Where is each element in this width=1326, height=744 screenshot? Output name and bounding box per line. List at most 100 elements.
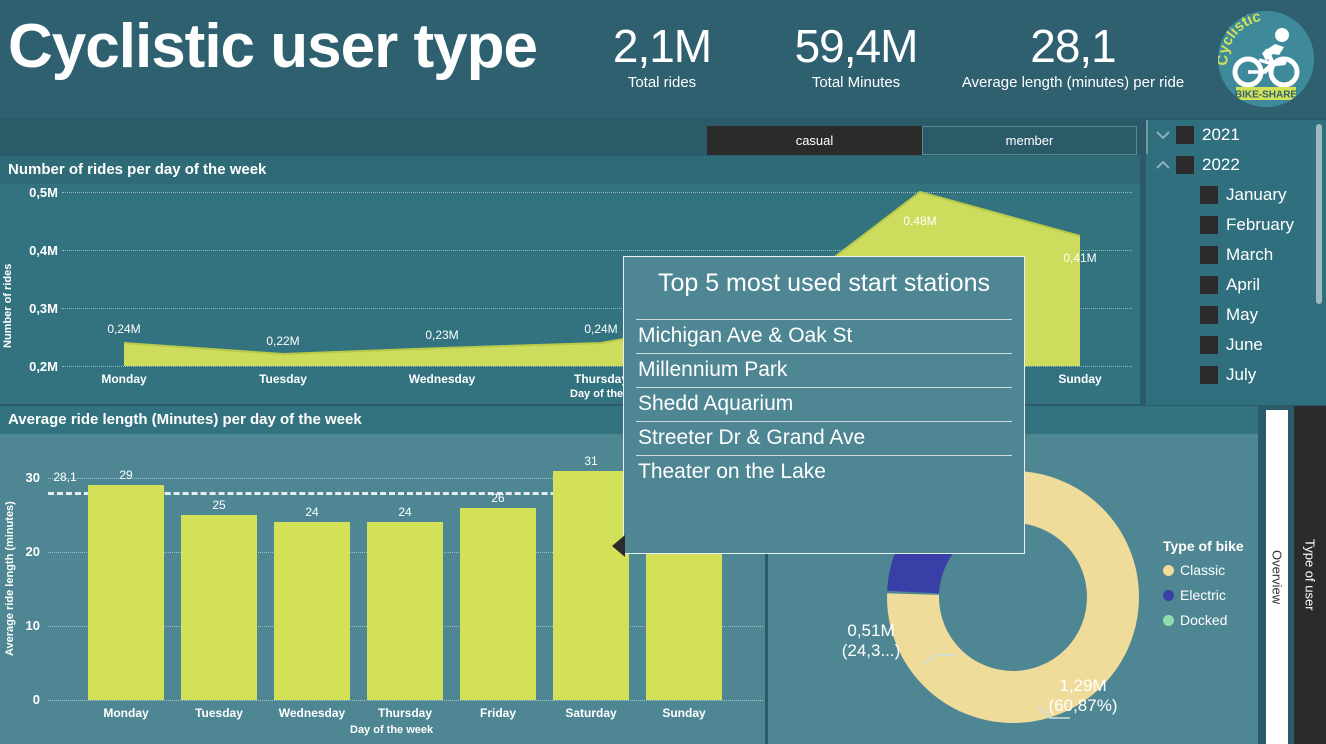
kpi-total-minutes: 59,4M Total Minutes: [760, 20, 952, 92]
donut-label-electric-value: 0,51M: [847, 621, 895, 640]
tab-type-of-user-label: Type of user: [1302, 539, 1318, 611]
filter-row-2022[interactable]: 2022: [1146, 150, 1326, 180]
date-filter-panel[interactable]: 2021 2022 January February March April: [1146, 120, 1326, 405]
filter-row-2021[interactable]: 2021: [1146, 120, 1326, 150]
kpi-average-length-label: Average length (minutes) per ride: [961, 74, 1185, 92]
gridline: [48, 700, 763, 701]
filter-checkbox-may[interactable]: [1200, 306, 1218, 324]
list-item: Shedd Aquarium: [636, 386, 1012, 421]
avg-reference-line-label: 28,1: [53, 470, 77, 484]
filter-row-february[interactable]: February: [1146, 210, 1326, 240]
filter-checkbox-july[interactable]: [1200, 366, 1218, 384]
bar-label-wednesday: 24: [305, 505, 319, 519]
filter-checkbox-june[interactable]: [1200, 336, 1218, 354]
rides-x-label-tuesday: Tuesday: [259, 372, 307, 386]
legend-item-classic[interactable]: Classic: [1163, 562, 1244, 578]
bar-label-tuesday: 25: [212, 498, 226, 512]
donut-label-electric: 0,51M (24,3...): [816, 621, 926, 661]
avg-reference-line: [48, 492, 763, 495]
rides-data-label-thursday: 0,24M: [584, 322, 618, 336]
bar-thursday[interactable]: [367, 522, 443, 700]
bar-label-monday: 29: [119, 468, 133, 482]
rides-chart-header-band: [0, 156, 1140, 184]
user-type-toggle[interactable]: casual member: [707, 126, 1137, 155]
legend-item-electric[interactable]: Electric: [1163, 587, 1244, 603]
page-title: Cyclistic user type: [8, 12, 538, 81]
bar-friday[interactable]: [460, 508, 536, 700]
list-item: Millennium Park: [636, 352, 1012, 387]
cyclistic-logo: Cyclistic BIKE-SHARE: [1218, 11, 1314, 107]
filter-checkbox-april[interactable]: [1200, 276, 1218, 294]
rides-data-label-monday: 0,24M: [107, 322, 141, 336]
filter-label-march: March: [1226, 245, 1274, 264]
bike-type-legend: Type of bike Classic Electric Docked: [1163, 538, 1244, 637]
kpi-total-minutes-value: 59,4M: [794, 20, 919, 72]
dashboard-header: Cyclistic user type 2,1M Total rides 59,…: [0, 0, 1326, 118]
avg-y-tick-20: 20: [25, 544, 40, 559]
bar-saturday[interactable]: [553, 471, 629, 700]
bar-label-thursday: 24: [398, 505, 412, 519]
bar-label-friday: 26: [491, 491, 505, 505]
kpi-total-rides: 2,1M Total rides: [566, 20, 758, 92]
toggle-option-casual[interactable]: casual: [707, 126, 922, 155]
avg-x-label-tuesday: Tuesday: [195, 706, 243, 720]
toggle-option-member[interactable]: member: [922, 126, 1137, 155]
filter-row-march[interactable]: March: [1146, 240, 1326, 270]
rides-x-label-thursday: Thursday: [573, 372, 628, 386]
legend-label-docked: Docked: [1180, 612, 1228, 628]
filter-scrollbar[interactable]: [1316, 124, 1322, 304]
donut-label-electric-percent: (24,3...): [841, 641, 901, 660]
avg-x-label-wednesday: Wednesday: [278, 706, 346, 720]
tab-type-of-user[interactable]: Type of user: [1294, 406, 1326, 744]
gridline: [62, 308, 1132, 309]
rides-y-tick-3: 0,2M: [29, 359, 58, 374]
donut-label-classic-percent: (60,87%): [1048, 696, 1118, 715]
avg-ride-length-chart-panel: Average ride length (Minutes) per day of…: [0, 406, 765, 744]
donut-leader-classic: [1037, 706, 1070, 719]
filter-checkbox-february[interactable]: [1200, 216, 1218, 234]
filter-label-2022: 2022: [1202, 155, 1240, 174]
avg-chart-x-axis-title: Day of the week: [350, 724, 434, 736]
kpi-total-rides-label: Total rides: [627, 74, 697, 92]
filter-row-april[interactable]: April: [1146, 270, 1326, 300]
chevron-down-icon[interactable]: [1152, 124, 1174, 146]
gridline: [62, 192, 1132, 193]
filter-checkbox-2022[interactable]: [1176, 156, 1194, 174]
list-item: Streeter Dr & Grand Ave: [636, 420, 1012, 455]
filter-checkbox-march[interactable]: [1200, 246, 1218, 264]
rides-data-label-sunday: 0,41M: [1063, 251, 1097, 265]
filter-label-june: June: [1226, 335, 1263, 354]
avg-chart-title: Average ride length (Minutes) per day of…: [8, 411, 362, 428]
filter-label-may: May: [1226, 305, 1259, 324]
filter-checkbox-2021[interactable]: [1176, 126, 1194, 144]
filter-row-january[interactable]: January: [1146, 180, 1326, 210]
bar-tuesday[interactable]: [181, 515, 257, 700]
filter-row-may[interactable]: May: [1146, 300, 1326, 330]
gridline: [62, 250, 1132, 251]
legend-swatch-classic: [1163, 564, 1174, 576]
kpi-total-minutes-label: Total Minutes: [811, 74, 901, 92]
filter-row-june[interactable]: June: [1146, 330, 1326, 360]
bar-monday[interactable]: [88, 485, 164, 700]
chevron-up-icon[interactable]: [1152, 154, 1174, 176]
filter-checkbox-january[interactable]: [1200, 186, 1218, 204]
gridline: [48, 478, 763, 479]
legend-label-classic: Classic: [1180, 562, 1226, 578]
donut-label-classic-value: 1,29M: [1059, 676, 1107, 695]
legend-item-docked[interactable]: Docked: [1163, 612, 1244, 628]
rides-data-label-saturday: 0,48M: [903, 214, 937, 228]
donut-label-classic: 1,29M (60,87%): [1023, 676, 1143, 716]
avg-x-label-friday: Friday: [479, 706, 516, 720]
tab-overview[interactable]: Overview: [1266, 410, 1288, 744]
top-stations-tooltip: Top 5 most used start stations Michigan …: [612, 256, 1025, 557]
rides-chart-title: Number of rides per day of the week: [8, 161, 267, 178]
bar-wednesday[interactable]: [274, 522, 350, 700]
filter-row-july[interactable]: July: [1146, 360, 1326, 390]
filter-label-january: January: [1226, 185, 1287, 204]
kpi-total-rides-value: 2,1M: [612, 20, 712, 72]
rides-y-tick-2: 0,3M: [29, 301, 58, 316]
list-item: Michigan Ave & Oak St: [636, 318, 1012, 353]
tooltip-title: Top 5 most used start stations: [657, 269, 991, 297]
kpi-average-length-value: 28,1: [1030, 20, 1117, 72]
